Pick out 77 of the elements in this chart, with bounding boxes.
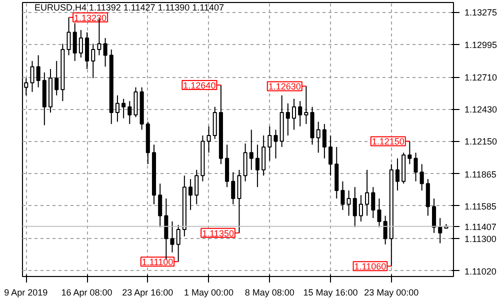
candlestick bbox=[395, 158, 400, 192]
candlestick bbox=[231, 172, 236, 205]
candlestick bbox=[420, 164, 424, 192]
y-tick-label: 1.12710 bbox=[464, 72, 498, 83]
y-tick-label: 1.12995 bbox=[464, 40, 498, 50]
annotation: 1.11100 bbox=[142, 257, 174, 268]
x-tick-label: 16 Apr 08:00 bbox=[61, 288, 112, 298]
candlestick bbox=[170, 220, 174, 253]
candlestick bbox=[255, 144, 260, 188]
y-tick-label: 1.11585 bbox=[464, 201, 496, 212]
candlestick bbox=[438, 218, 442, 244]
candlestick bbox=[206, 126, 211, 154]
candlestick bbox=[340, 180, 345, 211]
candlestick bbox=[128, 100, 132, 125]
candlestick bbox=[377, 198, 382, 228]
candlestick bbox=[237, 169, 242, 234]
annotation: 1.12640 bbox=[183, 80, 216, 91]
candlestick bbox=[122, 98, 126, 119]
candlestick bbox=[328, 134, 333, 176]
candlestick bbox=[298, 100, 302, 127]
x-tick-label: 23 May 00:00 bbox=[364, 288, 419, 298]
candlestick bbox=[414, 152, 418, 182]
candlestick bbox=[103, 38, 108, 68]
candlestick bbox=[164, 198, 168, 260]
candlestick bbox=[212, 106, 217, 140]
y-tick-label: 1.12430 bbox=[464, 104, 498, 115]
annotation: 1.12150 bbox=[372, 136, 404, 147]
x-tick-label: 8 May 08:00 bbox=[244, 288, 294, 298]
x-tick-label: 15 May 16:00 bbox=[303, 288, 358, 298]
y-tick-label: 1.12150 bbox=[464, 136, 498, 147]
candlestick bbox=[194, 169, 199, 205]
candlestick bbox=[383, 215, 388, 245]
candlestick bbox=[85, 32, 90, 70]
candlestick bbox=[408, 140, 412, 165]
candlestick bbox=[346, 190, 351, 216]
y-tick-label: 1.11300 bbox=[464, 234, 496, 244]
ref-line-label: 1.11407 bbox=[464, 222, 496, 232]
candlestick bbox=[322, 124, 326, 159]
candlestick bbox=[134, 86, 138, 118]
candlestick bbox=[371, 186, 376, 219]
candlestick bbox=[176, 224, 180, 262]
candlestick bbox=[352, 186, 357, 228]
candlestick bbox=[72, 22, 77, 62]
candlestick bbox=[30, 60, 34, 92]
candlestick bbox=[188, 178, 193, 211]
candlestick bbox=[36, 54, 40, 88]
candlestick bbox=[426, 178, 430, 216]
chart-title: EURUSD,H4 1.11392 1.11427 1.11390 1.11407 bbox=[34, 2, 224, 12]
candlestick bbox=[115, 94, 120, 122]
candlestick bbox=[225, 144, 230, 188]
candlestick bbox=[243, 143, 248, 182]
y-tick-label: 1.11865 bbox=[464, 169, 496, 180]
candlestick bbox=[54, 60, 59, 96]
candlestick bbox=[432, 198, 436, 234]
y-tick-label: 1.13275 bbox=[464, 8, 498, 18]
annotation: 1.12630 bbox=[268, 82, 301, 92]
x-tick-label: 1 May 00:00 bbox=[184, 288, 234, 298]
candlestick bbox=[316, 121, 320, 154]
candlestick bbox=[365, 169, 370, 216]
candlestick bbox=[262, 134, 266, 176]
candlestick bbox=[274, 129, 278, 159]
candlestick bbox=[249, 129, 254, 170]
x-tick-label: 23 Apr 16:00 bbox=[122, 288, 174, 298]
candlestick bbox=[66, 16, 71, 56]
annotation: 1.11060 bbox=[354, 262, 386, 272]
candlestick bbox=[91, 43, 96, 79]
annotation: 1.11350 bbox=[202, 228, 234, 238]
candlestick bbox=[304, 86, 308, 125]
x-tick-label: 9 Apr 2019 bbox=[4, 288, 48, 298]
candlestick bbox=[358, 194, 363, 222]
y-tick-label: 1.11020 bbox=[464, 266, 496, 276]
candlestick bbox=[268, 126, 272, 162]
candlestick bbox=[78, 30, 83, 58]
candlestick bbox=[158, 183, 162, 228]
candlestick bbox=[286, 102, 290, 136]
annotation: 1.13230 bbox=[74, 12, 107, 23]
candlestick bbox=[292, 98, 296, 130]
